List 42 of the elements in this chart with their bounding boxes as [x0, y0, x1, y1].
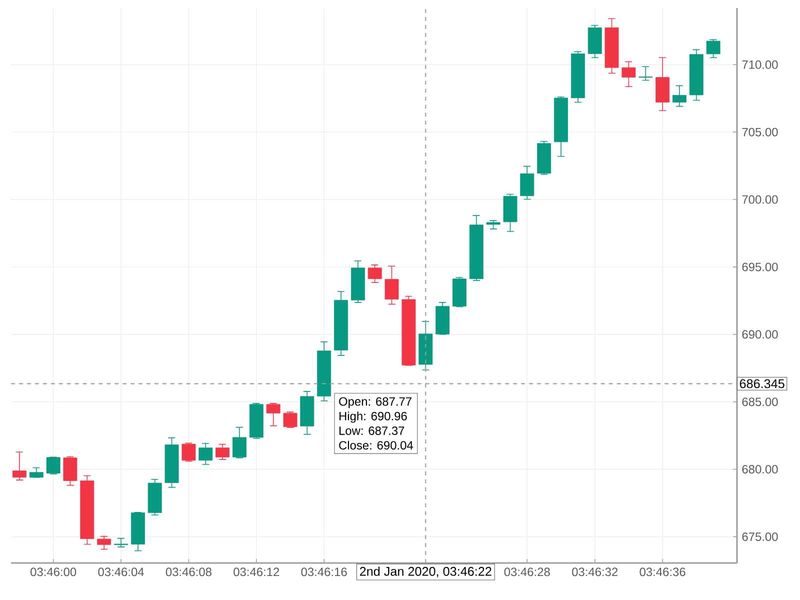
x-tick-label: 03:46:28 [504, 568, 550, 576]
y-tick-label: 675.00 [742, 532, 778, 541]
x-tick-label: 03:46:12 [234, 568, 280, 576]
annotation: Close: 690.04 [339, 440, 414, 450]
x-tick-label: 03:46:04 [98, 568, 144, 576]
candlestick [622, 61, 636, 88]
y-tick-label: 695.00 [742, 262, 778, 272]
candlestick [29, 467, 44, 478]
candlestick [182, 442, 196, 462]
candlestick [486, 220, 500, 230]
x-tick-label: 03:46:36 [640, 568, 686, 576]
text: 686.345 [740, 379, 784, 388]
text: 2nd Jan 2020, 03:46:22 [360, 566, 492, 578]
candlestick [46, 456, 60, 474]
candlestick [97, 536, 112, 550]
x-tick-label: 03:46:00 [30, 568, 76, 576]
y-tick-label: 700.00 [742, 195, 778, 204]
y-tick-label: 705.00 [742, 128, 778, 136]
y-tick-label: 680.00 [742, 465, 778, 474]
candlestick [198, 442, 213, 465]
x-tick-label: 03:46:16 [301, 568, 347, 576]
candlestick [672, 85, 686, 107]
candlestick [216, 444, 230, 460]
annotation: Low: 687.37 [339, 426, 404, 435]
candlestick [12, 452, 26, 480]
candlestick [283, 412, 298, 428]
candlestick [232, 426, 246, 458]
candlestick [114, 538, 128, 548]
candlestick [520, 166, 534, 200]
x-tick-label: 03:46:08 [166, 568, 212, 576]
x-tick-label: 03:46:32 [572, 568, 618, 576]
annotation: High: 690.96 [339, 412, 407, 423]
candlestick [63, 456, 78, 486]
candlestick [706, 39, 720, 58]
annotation: Open: 687.77 [339, 397, 412, 408]
candlestick [638, 66, 653, 81]
candlestick [368, 264, 382, 283]
y-tick-label: 690.00 [742, 330, 778, 339]
y-tick-label: 685.00 [742, 398, 778, 406]
candlestick [266, 403, 280, 426]
candlestick [384, 266, 399, 305]
y-tick-label: 710.00 [742, 60, 778, 69]
